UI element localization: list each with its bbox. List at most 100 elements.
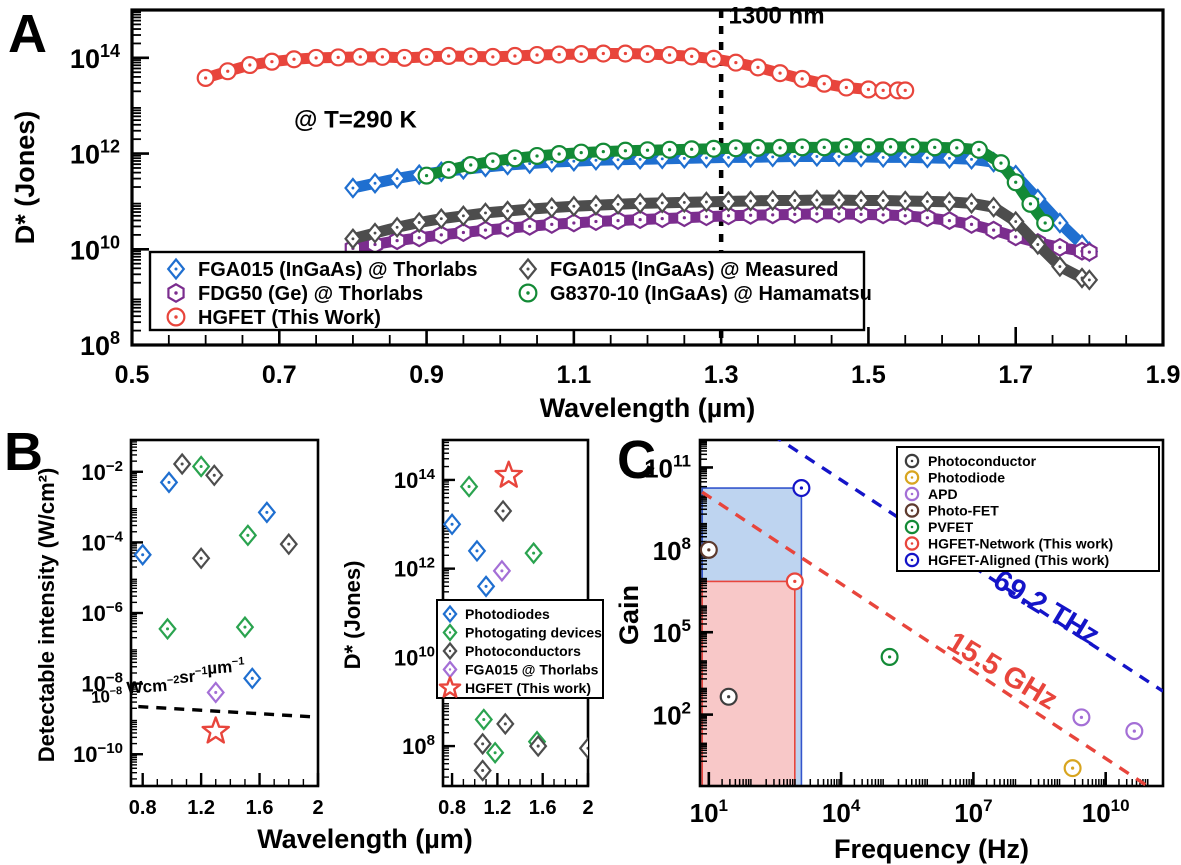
panel-a-legend-label-4: G8370-10 (InGaAs) @ Hamamatsu (550, 283, 872, 305)
panel-b-right-point (492, 559, 512, 583)
panel-b-right-xtick-label-1: 1.2 (483, 797, 511, 819)
panel-a-point (505, 149, 524, 168)
panel-a-point-dot (888, 145, 893, 149)
panel-a-point (918, 190, 937, 213)
panel-a-point-dot (572, 204, 576, 208)
panel-a-point-dot (506, 209, 510, 213)
panel-b-left-point (257, 501, 277, 524)
panel-a-legend-marker-4-dot (526, 291, 530, 295)
panel-a-point (1006, 210, 1025, 233)
panel-a-point-dot (800, 77, 804, 81)
panel-b-left-point (206, 681, 225, 704)
panel-a-point-dot (866, 145, 871, 149)
panel-a-point-dot (682, 156, 686, 160)
panel-a-point (307, 48, 326, 67)
panel-a-point-dot (1014, 180, 1018, 184)
panel-a-point (698, 207, 715, 227)
panel-a-point (1051, 237, 1069, 257)
panel-a-point-dot (859, 199, 863, 202)
panel-a-legend-marker-1-dot (174, 291, 178, 295)
panel-b-left-ytick-label--6-text: 10−6 (81, 599, 123, 626)
panel-b-right-ytick-label-8: 108 (402, 732, 435, 759)
panel-b-left-point-dot (246, 533, 250, 537)
panel-b-left-point (205, 464, 224, 487)
panel-a-point (874, 205, 892, 225)
panel-c-ytick-label-2-text: 102 (653, 699, 691, 731)
panel-a-point-dot (837, 155, 841, 158)
panel-a-point-dot (469, 163, 473, 167)
panel-b-right-point-dot (493, 751, 497, 755)
panel-a-point-dot (660, 201, 664, 205)
panel-c-point-dot (793, 579, 797, 584)
panel-a-point (984, 196, 1003, 218)
panel-a-point-dot (483, 228, 488, 232)
panel-a-point (720, 206, 737, 226)
panel-a-point (1021, 194, 1040, 213)
panel-b-right-point-dot (503, 722, 507, 726)
panel-b-right-legend-label-3: FGA015 @ Thorlabs (465, 662, 599, 678)
panel-b-right-legend-marker-2-dot (448, 649, 452, 653)
panel-c-legend-label-2: APD (928, 486, 958, 502)
panel-a-point (881, 137, 900, 156)
panel-a-marker-1300nm-label: 1300 nm (729, 2, 825, 29)
panel-a-point-dot (513, 156, 517, 160)
panel-a-point (896, 206, 914, 226)
panel-c-legend-box (896, 446, 1160, 572)
panel-b-left-point (201, 716, 231, 744)
panel-c-legend-marker-0 (904, 453, 920, 469)
panel-c-gbp-network-label: 15.5 GHz (942, 626, 1063, 717)
panel-a-point-dot (491, 159, 495, 163)
panel-a-point (1081, 242, 1098, 262)
panel-a-point (704, 49, 723, 68)
panel-a-point (432, 207, 451, 230)
panel-a-point-dot (623, 51, 628, 56)
panel-a-ytick-label-8-text: 108 (80, 328, 120, 361)
panel-b-left-point (172, 452, 192, 476)
panel-a-point-dot (903, 199, 907, 203)
panel-a-point (1029, 233, 1047, 256)
panel-a-point (417, 47, 436, 66)
panel-a-point-dot (1043, 221, 1047, 225)
panel-b-left-xtick-label-3: 2 (312, 797, 323, 819)
panel-b-right-point (485, 741, 505, 764)
panel-b-right-legend-label-1: Photogating devices (465, 625, 602, 641)
panel-c-point (785, 572, 804, 591)
panel-a-ytick-label-10: 1010 (70, 232, 120, 265)
panel-a-point (483, 47, 502, 66)
panel-b-left-point-dot (167, 480, 171, 484)
panel-b-left-xtick-label-0: 0.8 (129, 797, 157, 819)
panel-a-point-dot (616, 158, 620, 162)
panel-b-left-point-dot (287, 542, 291, 546)
panel-a-point-dot (793, 199, 797, 202)
panel-a-point-dot (292, 57, 296, 61)
panel-b-right-point-dot (475, 549, 479, 553)
panel-a-point-dot (925, 156, 929, 160)
panel-b-right-point-dot (536, 744, 540, 748)
panel-a-point (461, 47, 480, 66)
panel-c-xtick-label-4-text: 104 (822, 796, 861, 828)
panel-a-point (439, 160, 458, 179)
panel-a-point (653, 192, 672, 214)
panel-a-point-dot (550, 160, 554, 164)
panel-a-point-dot (881, 155, 885, 159)
panel-a-point-dot (749, 155, 753, 159)
panel-b-right-point-dot (450, 522, 454, 526)
panel-a-point-dot (638, 157, 642, 161)
panel-a-point-dot (947, 200, 951, 204)
panel-b-left-point-outline (201, 716, 231, 744)
panel-c-ytick-label-11: 1011 (644, 451, 691, 483)
panel-b-left-point-dot (265, 510, 269, 514)
panel-b-right-legend-marker-1-dot (448, 631, 452, 634)
panel-a-point-dot (314, 56, 318, 60)
panel-c-point-dot (1079, 715, 1084, 719)
panel-a-point-dot (1087, 250, 1091, 254)
panel-a-point (417, 166, 436, 185)
panel-a-point (616, 141, 635, 160)
panel-a-xtick-label-5: 1.5 (851, 361, 886, 389)
panel-c-xtick-label-1: 101 (690, 796, 728, 828)
panel-a-point (786, 204, 804, 224)
panel-a-point (962, 192, 981, 215)
panel-a-point-dot (513, 54, 517, 58)
panel-a-point-dot (881, 213, 885, 217)
